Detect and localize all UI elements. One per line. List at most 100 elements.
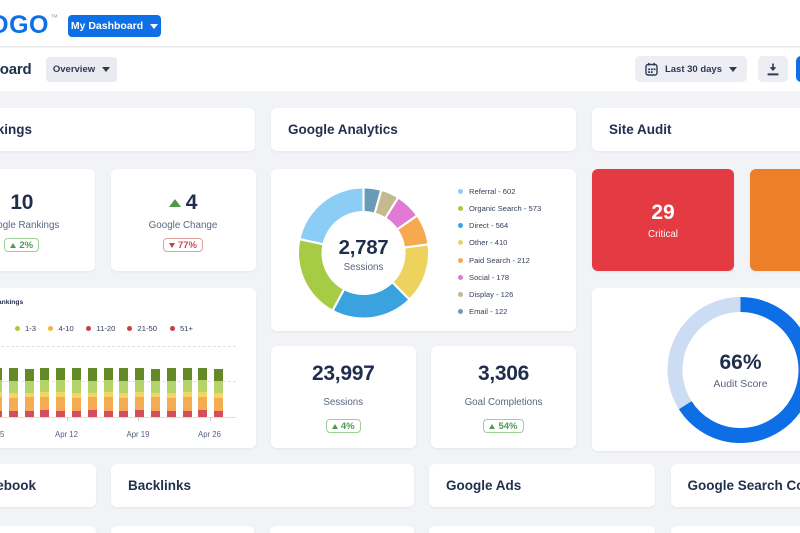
- bar-segment: [24, 397, 34, 411]
- bar-segment: [151, 411, 160, 417]
- date-range-select[interactable]: Last 30 days: [635, 56, 747, 82]
- facebook-section-title: Facebook: [0, 478, 36, 493]
- bar-segment: [182, 380, 192, 392]
- bar-segment: [8, 381, 18, 393]
- bar-segment: [119, 368, 129, 381]
- legend-dot: [48, 325, 53, 331]
- bar-segment: [198, 397, 208, 410]
- rankings-section-title: Rankings: [0, 122, 32, 137]
- legend-dot: [457, 188, 463, 194]
- top-navigation: LOGO ™ My Dashboard: [0, 0, 800, 47]
- donut-legend-item: Display - 126: [457, 288, 513, 300]
- keyword-rankings-title: Keyword Rankings: [0, 299, 24, 306]
- bar-segment: [151, 381, 160, 393]
- bar-segment: [40, 392, 50, 397]
- stacked-bar: [119, 368, 129, 417]
- google-search-console-section-header: Google Search Console: [670, 464, 800, 507]
- bar-segment: [135, 410, 145, 417]
- donut-legend-item: Organic Search - 573: [457, 203, 541, 215]
- bar-segment: [119, 381, 129, 393]
- logo[interactable]: LOGO: [0, 11, 49, 39]
- facebook-card-stub: [0, 526, 96, 533]
- bar-segment: [182, 397, 192, 411]
- bar-segment: [103, 397, 113, 411]
- bar-segment: [72, 411, 81, 417]
- site-audit-section-header: Site Audit: [592, 108, 800, 151]
- stacked-bar: [166, 368, 176, 417]
- critical-issues-value: 29: [651, 201, 675, 224]
- bar-segment: [87, 410, 97, 417]
- bar-segment: [214, 369, 224, 381]
- goal-completions-label: Goal Completions: [464, 396, 543, 408]
- warnings-card: [750, 169, 800, 271]
- critical-issues-card: 29 Critical: [592, 169, 734, 271]
- page-title: Dashboard: [0, 61, 32, 78]
- keyword-legend-item: 21-50: [127, 323, 157, 333]
- arrow-up-icon: [10, 242, 17, 248]
- bar-segment: [87, 368, 97, 381]
- legend-label: 51+: [180, 323, 193, 333]
- bar-segment: [72, 368, 81, 380]
- bar-segment: [166, 381, 176, 393]
- bar-segment: [0, 397, 2, 411]
- sessions-value: 23,997: [312, 362, 375, 385]
- bar-segment: [8, 393, 18, 398]
- google-rankings-badge: 2%: [4, 238, 40, 252]
- bar-segment: [0, 392, 2, 397]
- chevron-down-icon: [102, 67, 111, 72]
- legend-dot: [457, 206, 463, 212]
- legend-label: 4-10: [58, 323, 74, 333]
- bar-segment: [151, 393, 160, 397]
- google-search-console-card-stub: [670, 526, 800, 533]
- stacked-bar: [87, 368, 97, 417]
- bar-segment: [103, 380, 113, 392]
- sessions-donut-chart: [299, 187, 429, 318]
- bar-segment: [0, 411, 2, 417]
- legend-dot: [86, 325, 91, 331]
- keyword-legend-item: 11-20: [86, 323, 115, 333]
- sessions-badge-value: 4%: [340, 420, 355, 432]
- bar-segment: [151, 397, 160, 411]
- bar-segment: [198, 380, 208, 392]
- donut-legend-item: Paid Search - 212: [457, 254, 530, 266]
- critical-issues-label: Critical: [648, 229, 678, 240]
- bar-segment: [87, 381, 97, 393]
- stacked-bar: [198, 368, 208, 417]
- backlinks-card-stub: [111, 526, 255, 533]
- bar-segment: [103, 368, 113, 380]
- audit-score-value: 66%: [719, 351, 762, 374]
- x-axis-label: Apr 19: [126, 430, 150, 439]
- legend-label: Other - 410: [469, 238, 508, 248]
- donut-total-value: 2,787: [338, 235, 389, 259]
- bar-segment: [8, 368, 18, 381]
- backlinks-section-title: Backlinks: [128, 478, 192, 493]
- audit-score-label: Audit Score: [713, 378, 768, 390]
- stacked-bar: [40, 368, 50, 417]
- bar-segment: [135, 380, 145, 392]
- legend-dot: [127, 325, 132, 331]
- stacked-bar: [24, 369, 34, 417]
- download-report-button[interactable]: [758, 56, 788, 82]
- stacked-bar: [182, 368, 192, 417]
- google-ads-card-stub: [429, 526, 655, 533]
- bar-segment: [72, 393, 81, 398]
- overview-select[interactable]: Overview: [46, 57, 117, 82]
- bar-segment: [56, 411, 66, 417]
- bar-segment: [135, 397, 145, 410]
- bar-segment: [0, 380, 2, 392]
- bar-segment: [56, 368, 66, 380]
- bar-segment: [24, 369, 34, 381]
- edge-action-button[interactable]: [796, 56, 800, 82]
- donut-legend-item: Direct - 564: [457, 220, 508, 232]
- x-axis: [0, 417, 236, 418]
- keyword-legend-item: 51+: [169, 323, 193, 333]
- bar-segment: [198, 392, 208, 397]
- legend-label: Social - 178: [469, 272, 510, 282]
- my-dashboard-button[interactable]: My Dashboard: [68, 15, 161, 37]
- google-rankings-badge-value: 2%: [19, 239, 34, 251]
- bar-segment: [0, 368, 2, 380]
- legend-label: Email - 122: [469, 306, 508, 316]
- donut-legend-item: Social - 178: [457, 271, 510, 283]
- legend-dot: [457, 240, 463, 246]
